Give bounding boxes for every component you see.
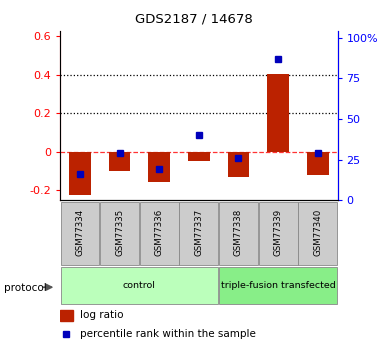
Bar	[228, 152, 249, 177]
Text: percentile rank within the sample: percentile rank within the sample	[80, 328, 255, 338]
Text: GDS2187 / 14678: GDS2187 / 14678	[135, 12, 253, 25]
Text: GSM77334: GSM77334	[75, 209, 85, 256]
Bar	[100, 203, 139, 265]
Bar	[179, 203, 218, 265]
Bar	[61, 203, 99, 265]
Bar	[259, 203, 298, 265]
Bar	[307, 152, 329, 175]
Text: protocol: protocol	[4, 283, 47, 293]
Text: GSM77335: GSM77335	[115, 209, 124, 256]
Bar	[60, 310, 73, 321]
Bar	[219, 267, 337, 304]
Bar	[61, 267, 218, 304]
Text: GSM77340: GSM77340	[313, 209, 322, 256]
Text: GSM77338: GSM77338	[234, 209, 243, 256]
Text: GSM77336: GSM77336	[155, 209, 164, 256]
Text: control: control	[123, 281, 156, 290]
Bar	[109, 152, 130, 171]
Bar	[69, 152, 91, 195]
Text: GSM77339: GSM77339	[274, 209, 282, 256]
Text: log ratio: log ratio	[80, 310, 123, 321]
Bar	[140, 203, 178, 265]
Bar	[267, 73, 289, 152]
Bar	[298, 203, 337, 265]
Bar	[188, 152, 210, 161]
Text: GSM77337: GSM77337	[194, 209, 203, 256]
Bar	[219, 203, 258, 265]
Bar	[148, 152, 170, 182]
Text: triple-fusion transfected: triple-fusion transfected	[221, 281, 336, 290]
